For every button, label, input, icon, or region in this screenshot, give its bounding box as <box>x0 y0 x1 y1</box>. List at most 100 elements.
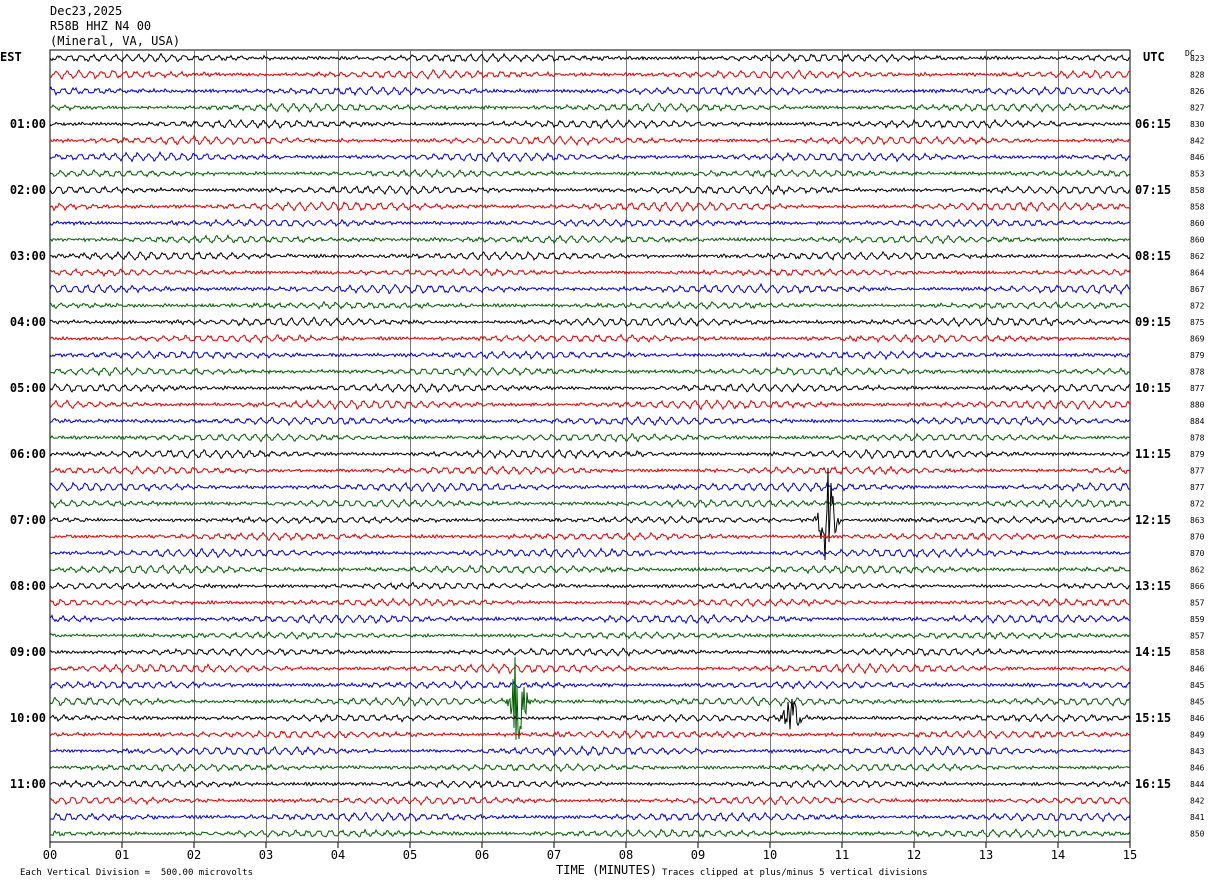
dc-offset-label: 872 <box>1190 500 1205 509</box>
seismic-trace <box>49 134 1131 147</box>
plot-grid <box>49 49 1131 843</box>
dc-offset-label: 869 <box>1190 335 1205 344</box>
dc-offset-label: 875 <box>1190 318 1205 327</box>
seismic-trace <box>49 631 1130 640</box>
dc-offset-label: 862 <box>1190 252 1205 261</box>
right-hour-label: 16:15 <box>1135 777 1171 791</box>
seismic-trace <box>49 85 1131 97</box>
left-hour-label: 01:00 <box>10 117 46 131</box>
seismic-trace <box>49 762 1131 773</box>
x-axis-title: TIME (MINUTES) <box>556 863 658 877</box>
dc-offset-label: 841 <box>1190 813 1205 822</box>
dc-offset-label: 857 <box>1190 632 1205 641</box>
right-hour-label: 12:15 <box>1135 513 1171 527</box>
left-hour-label: 09:00 <box>10 645 46 659</box>
seismic-traces <box>49 52 1131 839</box>
seismic-trace <box>49 218 1131 228</box>
seismic-trace <box>49 481 1131 493</box>
x-axis-ticks: 00 01 02 03 04 05 06 07 08 09 10 11 12 13 14 15 <box>43 842 1137 862</box>
dc-offset-label: 842 <box>1190 797 1205 806</box>
dc-offset-label: 842 <box>1190 137 1205 146</box>
x-tick-label: 15 <box>1123 848 1137 862</box>
x-tick-label: 00 <box>43 848 57 862</box>
row-labels: 01:00 02:00 03:00 04:00 05:00 06:00 07:00 08:00… <box>10 54 1205 839</box>
x-tick-label: 07 <box>547 848 561 862</box>
seismic-trace <box>49 498 1131 509</box>
dc-offset-label: 870 <box>1190 549 1205 558</box>
x-tick-label: 01 <box>115 848 129 862</box>
seismic-trace <box>49 69 1131 80</box>
seismic-trace <box>49 811 1131 823</box>
seismic-trace <box>49 432 1130 443</box>
seismic-trace <box>50 531 1130 542</box>
dc-offset-label: 880 <box>1190 401 1205 410</box>
dc-offset-label: 862 <box>1190 566 1205 575</box>
dc-offset-label: 879 <box>1190 351 1205 360</box>
seismic-trace <box>49 382 1131 394</box>
seismic-trace <box>49 795 1130 806</box>
dc-offset-label: 823 <box>1190 54 1205 63</box>
dc-offset-label: 878 <box>1190 368 1205 377</box>
seismic-trace <box>49 200 1131 213</box>
right-hour-label: 15:15 <box>1135 711 1171 725</box>
left-hour-label: 11:00 <box>10 777 46 791</box>
x-tick-label: 13 <box>979 848 993 862</box>
seismic-trace <box>49 151 1131 163</box>
seismic-trace <box>49 415 1131 427</box>
seismic-trace <box>49 828 1131 839</box>
x-tick-label: 11 <box>835 848 849 862</box>
dc-offset-label: 846 <box>1190 665 1205 674</box>
right-hour-label: 14:15 <box>1135 645 1171 659</box>
seismic-trace <box>49 300 1131 310</box>
dc-offset-label: 872 <box>1190 302 1205 311</box>
seismic-trace <box>49 647 1131 657</box>
station-code: R58B HHZ N4 00 <box>50 19 152 33</box>
dc-offset-label: 827 <box>1190 104 1205 113</box>
dc-offset-label: 843 <box>1190 747 1205 756</box>
x-tick-label: 14 <box>1051 848 1065 862</box>
scale-note: Each Vertical Division = 500.00 microvol… <box>20 868 253 878</box>
chart-date: Dec23,2025 <box>50 4 123 18</box>
right-timezone: UTC <box>1143 50 1165 64</box>
seismic-trace <box>49 467 1131 561</box>
seismic-trace <box>49 168 1131 179</box>
dc-offset-label: 877 <box>1190 467 1205 476</box>
seismic-trace <box>49 657 1131 740</box>
dc-offset-label: 858 <box>1190 186 1205 195</box>
dc-offset-label: 870 <box>1190 533 1205 542</box>
seismic-trace <box>49 282 1131 296</box>
seismic-trace <box>49 118 1131 130</box>
dc-offset-label: 866 <box>1190 582 1205 591</box>
right-hour-label: 08:15 <box>1135 249 1171 263</box>
left-hour-label: 08:00 <box>10 579 46 593</box>
seismic-trace <box>49 184 1131 196</box>
seismic-trace <box>49 52 1131 63</box>
dc-offset-label: 860 <box>1190 219 1205 228</box>
left-hour-label: 05:00 <box>10 381 46 395</box>
seismic-trace <box>49 729 1131 740</box>
x-tick-label: 04 <box>331 848 345 862</box>
left-hour-label: 10:00 <box>10 711 46 725</box>
dc-offset-label: 867 <box>1190 285 1205 294</box>
x-tick-label: 09 <box>691 848 705 862</box>
station-location: (Mineral, VA, USA) <box>50 34 181 48</box>
dc-offset-label: 859 <box>1190 615 1205 624</box>
x-tick-label: 06 <box>475 848 489 862</box>
right-hour-label: 07:15 <box>1135 183 1171 197</box>
left-hour-label: 04:00 <box>10 315 46 329</box>
seismic-trace <box>49 745 1131 757</box>
x-tick-label: 10 <box>763 848 777 862</box>
x-tick-label: 12 <box>907 848 921 862</box>
clip-note: Traces clipped at plus/minus 5 vertical … <box>662 868 928 878</box>
dc-offset-label: 850 <box>1190 830 1205 839</box>
seismic-trace <box>49 333 1131 344</box>
dc-offset-label: 828 <box>1190 71 1205 80</box>
x-tick-label: 05 <box>403 848 417 862</box>
right-hour-label: 11:15 <box>1135 447 1171 461</box>
right-hour-label: 13:15 <box>1135 579 1171 593</box>
seismic-trace <box>49 316 1131 328</box>
dc-offset-label: 863 <box>1190 516 1205 525</box>
dc-offset-label: 877 <box>1190 483 1205 492</box>
dc-offset-label: 860 <box>1190 236 1205 245</box>
